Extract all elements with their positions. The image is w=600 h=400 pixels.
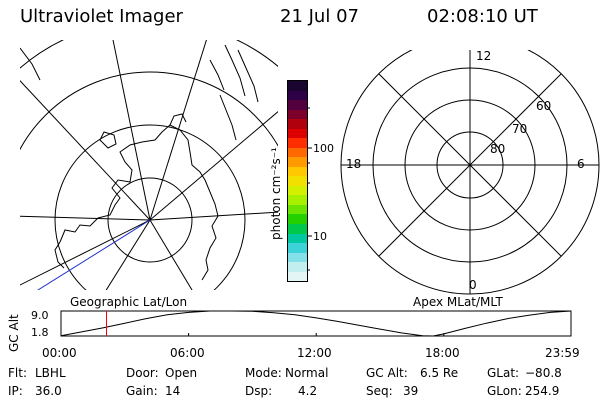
x-tick-label: 00:00 <box>42 346 77 360</box>
ip-value: 36.0 <box>35 384 62 398</box>
y-tick-label: 1.8 <box>31 326 49 339</box>
mode-label: Mode: <box>245 366 282 380</box>
lat-circle-mid <box>54 124 246 290</box>
meridian-line <box>20 219 151 286</box>
lat-circle-outer <box>20 71 278 290</box>
gain-label: Gain: <box>126 384 158 398</box>
colorbar-swatch <box>288 233 307 244</box>
y-tick-label: 9.0 <box>31 309 49 322</box>
colorbar-swatch <box>288 262 307 272</box>
glat-label: GLat: <box>487 366 520 380</box>
colorbar-swatch <box>288 195 307 205</box>
coastline <box>237 49 259 103</box>
colorbar-swatch <box>288 128 307 139</box>
seq-value: 39 <box>403 384 419 398</box>
meridian-line <box>149 40 207 221</box>
instrument-title: Ultraviolet Imager <box>20 6 183 27</box>
meridian-line <box>149 111 278 221</box>
colorbar <box>287 80 308 282</box>
colorbar-swatch <box>288 166 307 177</box>
gcalt-label: GC Alt: <box>366 366 408 380</box>
x-tick-label: 18:00 <box>425 346 460 360</box>
apex-caption: Apex MLat/MLT <box>413 295 503 309</box>
colorbar-swatch <box>288 204 307 215</box>
x-tick-label: 12:00 <box>297 346 332 360</box>
coastline <box>169 113 187 126</box>
dsp-label: Dsp: <box>245 384 273 398</box>
coastline <box>224 44 246 97</box>
coastline <box>59 124 219 281</box>
colorbar-swatch <box>288 119 307 129</box>
meridian-line <box>149 219 193 290</box>
colorbar-swatch <box>288 176 307 186</box>
dsp-value: 4.2 <box>298 384 318 398</box>
colorbar-swatch <box>288 214 307 224</box>
glon-value: 254.9 <box>525 384 560 398</box>
coastline <box>20 47 41 81</box>
meridian-line <box>20 215 151 221</box>
ip-label: IP: <box>8 384 23 398</box>
colorbar-tick-10: 10 <box>313 230 327 243</box>
time-label: 02:08:10 UT <box>427 6 538 27</box>
mlat-label-80: 80 <box>490 142 506 156</box>
x-tick-label: 06:00 <box>170 346 205 360</box>
mlt-diagonal <box>378 73 562 257</box>
colorbar-swatch <box>288 81 307 91</box>
mlat-label-60: 60 <box>536 99 552 113</box>
door-label: Door: <box>126 366 159 380</box>
coastline <box>209 59 225 91</box>
mlat-mlt-dial <box>340 50 600 295</box>
meridian-line <box>20 79 151 221</box>
geographic-map <box>20 40 278 290</box>
mlt-label-12: 12 <box>476 49 492 63</box>
mlt-label-6: 6 <box>577 157 585 171</box>
lat-circle-inner <box>107 177 193 263</box>
colorbar-swatch <box>288 271 307 282</box>
colorbar-tick-100: 100 <box>313 142 334 155</box>
coastline <box>219 94 237 141</box>
terminator-line <box>37 219 151 290</box>
altitude-series-line <box>60 310 572 337</box>
flt-value: LBHL <box>35 366 66 380</box>
mlat-label-70: 70 <box>512 122 528 136</box>
gc-alt-axis-label: GC Alt <box>7 314 21 352</box>
colorbar-axis <box>307 107 312 271</box>
seq-label: Seq: <box>366 384 393 398</box>
date-label: 21 Jul 07 <box>280 6 359 27</box>
colorbar-unit-label: photon cm⁻²s⁻¹ <box>269 147 283 240</box>
gcalt-value: 6.5 Re <box>420 366 459 380</box>
mlt-label-0: 0 <box>469 278 477 292</box>
colorbar-swatch <box>288 223 307 234</box>
door-value: Open <box>165 366 198 380</box>
x-tick-label: 23:59 <box>545 346 580 360</box>
coastline <box>54 241 65 269</box>
mode-value: Normal <box>285 366 329 380</box>
colorbar-swatch <box>288 147 307 158</box>
chart-frame <box>60 310 572 337</box>
gain-value: 14 <box>165 384 181 398</box>
meridian-line <box>105 219 151 290</box>
mlt-label-18: 18 <box>346 157 362 171</box>
coastline <box>99 131 117 149</box>
altitude-chart <box>60 310 572 337</box>
colorbar-swatch <box>288 90 307 101</box>
meridian-line <box>149 211 278 221</box>
colorbar-swatch <box>288 157 307 167</box>
colorbar-swatch <box>288 109 307 120</box>
colorbar-swatch <box>288 185 307 196</box>
glon-label: GLon: <box>487 384 522 398</box>
flt-label: Flt: <box>8 366 27 380</box>
colorbar-swatch <box>288 252 307 263</box>
glat-value: −80.8 <box>525 366 562 380</box>
colorbar-swatch <box>288 138 307 148</box>
colorbar-swatch <box>288 243 307 253</box>
meridian-line <box>112 40 151 221</box>
geographic-caption: Geographic Lat/Lon <box>70 295 188 309</box>
colorbar-swatch <box>288 100 307 110</box>
